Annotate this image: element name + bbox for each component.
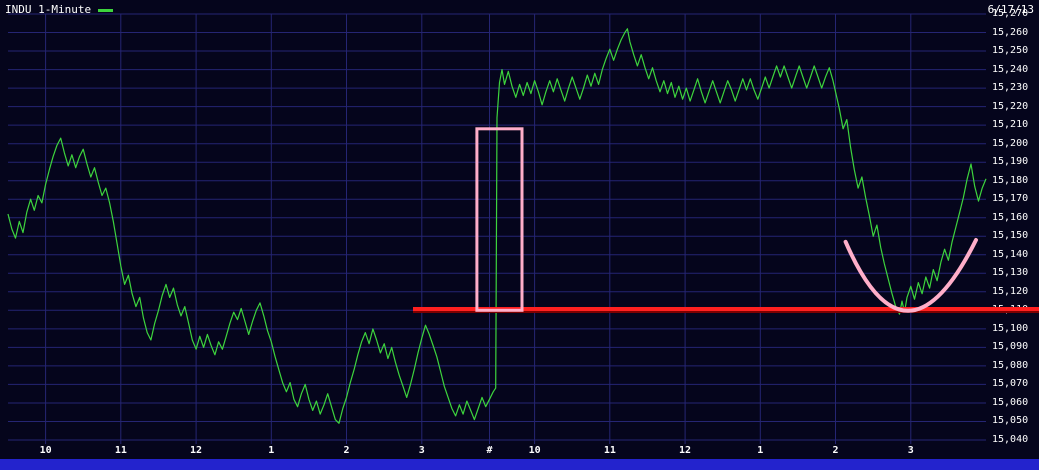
price-tick-label: 15,150 — [992, 230, 1029, 242]
price-tick-label: 15,230 — [992, 82, 1029, 94]
session-break-marker: # — [486, 445, 493, 456]
price-tick-label: 15,250 — [992, 45, 1029, 57]
price-axis: 15,270 15,260 15,250 15,240 15,230 15,220 15,2… — [992, 0, 1039, 470]
price-tick-label: 15,120 — [992, 285, 1029, 297]
price-tick-label: 15,260 — [992, 26, 1029, 38]
time-tick-label: 2 — [832, 445, 839, 456]
price-tick-label: 15,080 — [992, 359, 1029, 371]
time-tick-label: 1 — [268, 445, 275, 456]
price-tick-label: 15,200 — [992, 137, 1029, 149]
price-tick-label: 15,240 — [992, 63, 1029, 75]
price-tick-label: 15,050 — [992, 415, 1029, 427]
time-tick-label: 12 — [190, 445, 203, 456]
price-tick-label: 15,130 — [992, 267, 1029, 279]
chart-date: 6/17/13 — [987, 2, 1034, 16]
chart-header: INDU 1-Minute 6/17/13 — [5, 2, 1034, 16]
chart-title: INDU 1-Minute — [5, 2, 92, 16]
bottom-scrollbar[interactable] — [0, 459, 1039, 470]
time-tick-label: 10 — [39, 445, 52, 456]
price-tick-label: 15,060 — [992, 396, 1029, 408]
support-line-annotation[interactable] — [413, 307, 1039, 313]
time-axis: 10 11 12 1 2 3 #10 11 12 1 2 3 — [0, 445, 1039, 458]
price-tick-label: 15,040 — [992, 434, 1029, 445]
time-tick-label: 11 — [114, 445, 127, 456]
price-tick-label: 15,270 — [992, 8, 1029, 19]
series-legend-icon — [98, 8, 114, 12]
time-tick-label: 10 — [528, 445, 541, 456]
price-tick-label: 15,210 — [992, 119, 1029, 131]
price-tick-label: 15,190 — [992, 156, 1029, 168]
price-tick-label: 15,070 — [992, 378, 1029, 390]
time-tick-label: 1 — [757, 445, 764, 456]
time-tick-label: 3 — [418, 445, 425, 456]
price-tick-label: 15,160 — [992, 211, 1029, 223]
time-tick-label: 2 — [343, 445, 350, 456]
price-tick-label: 15,220 — [992, 100, 1029, 112]
price-tick-label: 15,140 — [992, 248, 1029, 260]
time-tick-label: 12 — [679, 445, 692, 456]
price-tick-label: 15,090 — [992, 341, 1029, 353]
price-line-series — [7, 28, 987, 424]
price-tick-label: 15,100 — [992, 322, 1029, 334]
price-tick-label: 15,180 — [992, 174, 1029, 186]
time-tick-label: 11 — [603, 445, 616, 456]
time-tick-label: 3 — [907, 445, 914, 456]
price-tick-label: 15,170 — [992, 193, 1029, 205]
